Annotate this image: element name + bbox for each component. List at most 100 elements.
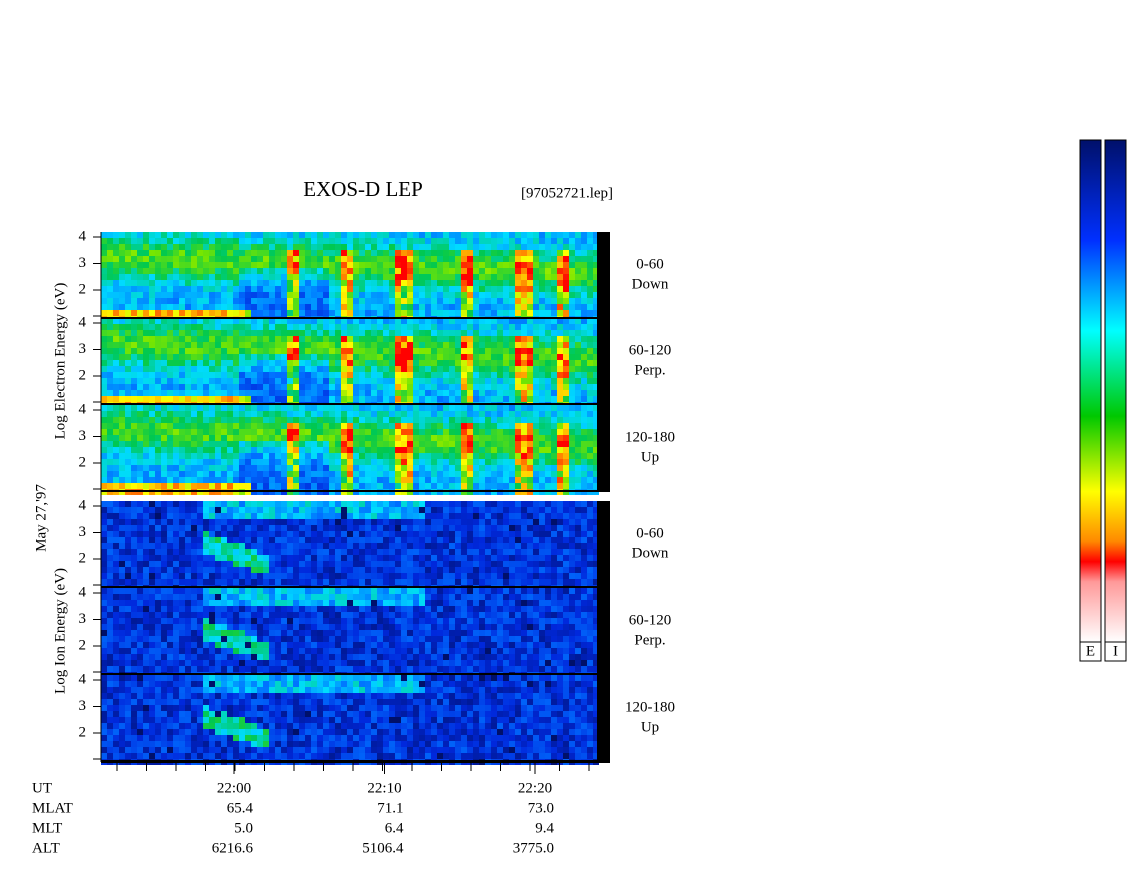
spectrogram-cell [545, 435, 551, 441]
spectrogram-cell [185, 298, 191, 304]
spectrogram-cell [497, 360, 503, 366]
spectrogram-cell [407, 354, 413, 360]
spectrogram-cell [569, 435, 575, 441]
spectrogram-cell [575, 292, 581, 298]
spectrogram-cell [389, 411, 395, 417]
spectrogram-cell [563, 435, 569, 441]
spectrogram-cell [317, 280, 323, 286]
spectrogram-cell [239, 417, 245, 423]
spectrogram-cell [449, 453, 455, 459]
spectrogram-cell [179, 471, 185, 477]
spectrogram-cell [443, 459, 449, 465]
spectrogram-cell [197, 447, 203, 453]
spectrogram-cell [281, 318, 287, 324]
spectrogram-cell [275, 378, 281, 384]
spectrogram-cell [581, 286, 587, 292]
spectrogram-cell [431, 429, 437, 435]
spectrogram-cell [587, 435, 593, 441]
spectrogram-cell [101, 579, 107, 585]
spectrogram-cell [239, 318, 245, 324]
spectrogram-cell [419, 507, 425, 513]
spectrogram-cell [221, 465, 227, 471]
spectrogram-cell [503, 232, 509, 238]
spectrogram-cell [347, 483, 353, 489]
spectrogram-cell [311, 405, 317, 411]
spectrogram-cell [359, 411, 365, 417]
spectrogram-cell [173, 579, 179, 585]
spectrogram-cell [107, 429, 113, 435]
spectrogram-cell [575, 519, 581, 525]
spectrogram-cell [545, 501, 551, 507]
spectrogram-cell [155, 304, 161, 310]
spectrogram-cell [305, 318, 311, 324]
spectrogram-cell [515, 390, 521, 396]
spectrogram-cell [191, 304, 197, 310]
spectrogram-cell [377, 537, 383, 543]
spectrogram-cell [101, 390, 107, 396]
spectrogram-cell [287, 244, 293, 250]
spectrogram-cell [485, 238, 491, 244]
spectrogram-cell [107, 238, 113, 244]
spectrogram-cell [419, 324, 425, 330]
spectrogram-cell [269, 336, 275, 342]
spectrogram-cell [197, 324, 203, 330]
spectrogram-cell [527, 298, 533, 304]
spectrogram-cell [461, 348, 467, 354]
spectrogram-cell [479, 471, 485, 477]
spectrogram-cell [371, 286, 377, 292]
spectrogram-cell [509, 507, 515, 513]
spectrogram-cell [245, 513, 251, 519]
spectrogram-cell [455, 256, 461, 262]
spectrogram-cell [359, 459, 365, 465]
spectrogram-cell [329, 441, 335, 447]
spectrogram-cell [347, 304, 353, 310]
spectrogram-cell [341, 256, 347, 262]
spectrogram-cell [437, 396, 443, 402]
spectrogram-cell [299, 435, 305, 441]
spectrogram-cell [479, 372, 485, 378]
spectrogram-cell [479, 537, 485, 543]
spectrogram-cell [131, 384, 137, 390]
spectrogram-cell [455, 543, 461, 549]
spectrogram-cell [221, 579, 227, 585]
spectrogram-cell [173, 274, 179, 280]
spectrogram-cell [287, 298, 293, 304]
spectrogram-cell [227, 411, 233, 417]
spectrogram-cell [491, 324, 497, 330]
spectrogram-cell [419, 292, 425, 298]
spectrogram-cell [401, 531, 407, 537]
spectrogram-cell [581, 336, 587, 342]
spectrogram-cell [149, 549, 155, 555]
spectrogram-cell [371, 435, 377, 441]
spectrogram-cell [347, 537, 353, 543]
spectrogram-cell [587, 384, 593, 390]
spectrogram-cell [413, 579, 419, 585]
spectrogram-cell [185, 483, 191, 489]
spectrogram-cell [119, 465, 125, 471]
spectrogram-cell [563, 573, 569, 579]
spectrogram-cell [425, 483, 431, 489]
spectrogram-cell [161, 465, 167, 471]
spectrogram-cell [593, 310, 599, 316]
spectrogram-cell [473, 396, 479, 402]
spectrogram-cell [245, 447, 251, 453]
spectrogram-cell [269, 396, 275, 402]
spectrogram-cell [281, 411, 287, 417]
spectrogram-cell [287, 549, 293, 555]
spectrogram-cell [125, 429, 131, 435]
spectrogram-cell [467, 429, 473, 435]
spectrogram-cell [101, 549, 107, 555]
spectrogram-cell [485, 268, 491, 274]
spectrogram-cell [377, 232, 383, 238]
spectrogram-cell [533, 471, 539, 477]
spectrogram-cell [539, 447, 545, 453]
spectrogram-cell [581, 244, 587, 250]
spectrogram-cell [329, 435, 335, 441]
spectrogram-cell [551, 567, 557, 573]
spectrogram-cell [323, 525, 329, 531]
spectrogram-cell [185, 411, 191, 417]
spectrogram-cell [191, 390, 197, 396]
spectrogram-cell [227, 459, 233, 465]
spectrogram-cell [299, 465, 305, 471]
spectrogram-cell [377, 318, 383, 324]
